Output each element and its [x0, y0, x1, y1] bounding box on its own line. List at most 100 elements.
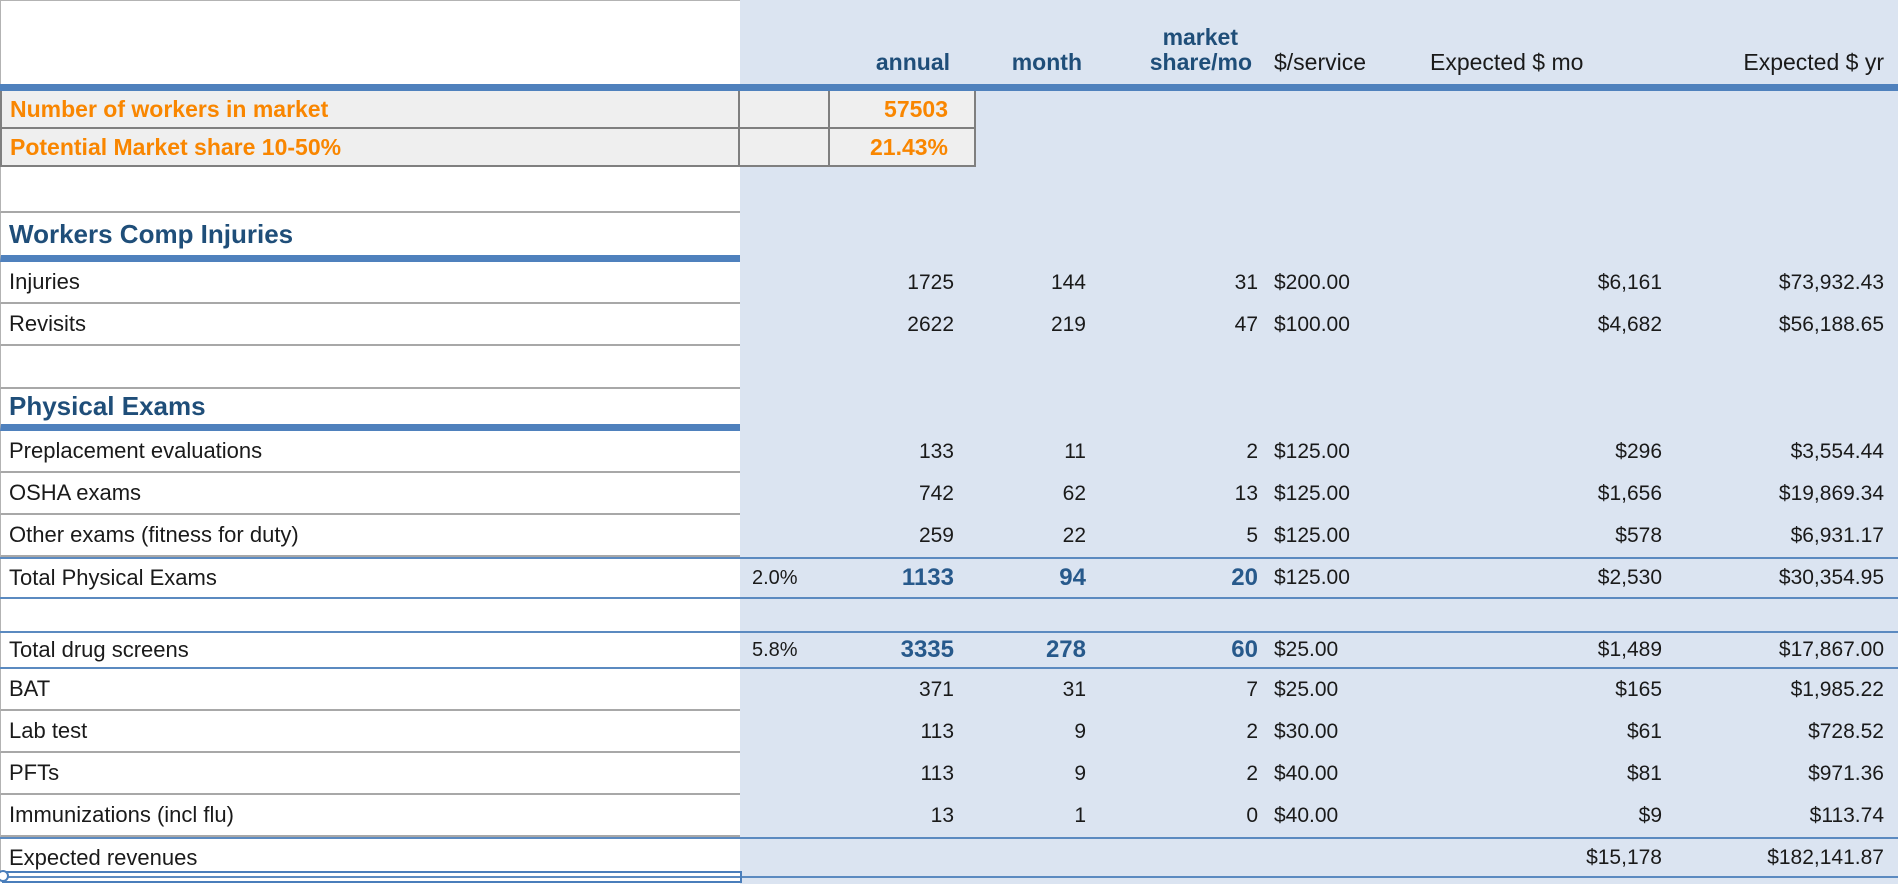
cell-annual[interactable] [830, 599, 976, 631]
cell-pct[interactable]: 2.0% [752, 566, 798, 589]
cell-annual[interactable] [830, 167, 976, 213]
cell-annual[interactable]: 113 [920, 762, 954, 785]
cell-expected-yr[interactable]: $182,141.87 [1767, 845, 1884, 869]
cell-service[interactable] [1270, 129, 1428, 167]
header-expected-year[interactable]: Expected $ yr [1743, 49, 1884, 75]
cell-expected-mo[interactable]: $1,489 [1597, 638, 1662, 661]
cell-pct[interactable] [740, 389, 830, 431]
cell-label[interactable]: Total drug screens [0, 633, 740, 667]
cell-expected-yr[interactable]: $728.52 [1808, 720, 1884, 743]
cell-annual[interactable] [830, 346, 976, 389]
cell-month[interactable] [976, 839, 1092, 876]
cell-annual[interactable]: 1133 [901, 564, 954, 591]
cell-expected-mo[interactable]: $61 [1626, 720, 1662, 743]
cell-month[interactable] [976, 389, 1092, 431]
cell-pct[interactable] [740, 213, 830, 262]
cell-expected-mo[interactable] [1428, 213, 1695, 262]
cell-service[interactable] [1270, 599, 1428, 631]
cell-label[interactable]: Lab test [0, 711, 740, 753]
cell-share[interactable]: 2 [1246, 762, 1258, 785]
cell-expected-mo[interactable]: $15,178 [1586, 845, 1662, 869]
cell-share[interactable] [1092, 346, 1270, 389]
cell-pct[interactable] [740, 262, 830, 304]
cell-service[interactable] [1270, 389, 1428, 431]
cell-expected-yr[interactable] [1695, 213, 1898, 262]
cell-annual[interactable]: 13 [930, 804, 954, 827]
cell-expected-mo[interactable]: $578 [1615, 524, 1662, 547]
cell-month[interactable] [976, 91, 1092, 129]
cell-expected-mo[interactable] [1428, 129, 1695, 167]
cell-month[interactable]: 144 [1050, 271, 1086, 294]
cell-pct[interactable] [740, 599, 830, 631]
cell-annual[interactable]: 259 [918, 524, 954, 547]
cell-service[interactable] [1270, 91, 1428, 129]
cell-expected-yr[interactable]: $6,931.17 [1790, 524, 1884, 547]
header-month[interactable]: month [1011, 49, 1082, 75]
cell-month[interactable] [976, 346, 1092, 389]
cell-expected-yr[interactable] [1695, 167, 1898, 213]
cell-share[interactable]: 13 [1234, 482, 1258, 505]
cell-month[interactable]: 62 [1062, 482, 1086, 505]
cell-annual[interactable]: 57503 [830, 91, 976, 129]
cell-label[interactable]: Workers Comp Injuries [0, 213, 740, 262]
cell-month[interactable]: 1 [1074, 804, 1086, 827]
cell-expected-mo[interactable] [1428, 389, 1695, 431]
cell-annual[interactable] [830, 213, 976, 262]
cell-expected-yr[interactable]: $971.36 [1808, 762, 1884, 785]
cell-pct[interactable] [740, 167, 830, 213]
cell-expected-mo[interactable] [1428, 346, 1695, 389]
cell-annual[interactable]: 371 [918, 678, 954, 701]
cell-pct[interactable] [740, 795, 830, 837]
cell-label[interactable]: Immunizations (incl flu) [0, 795, 740, 837]
cell-share[interactable]: 2 [1246, 720, 1258, 743]
cell-expected-yr[interactable]: $113.74 [1809, 804, 1884, 827]
cell-pct[interactable] [740, 473, 830, 515]
cell-share[interactable]: 0 [1246, 804, 1258, 827]
cell-expected-mo[interactable]: $296 [1615, 440, 1662, 463]
cell-month[interactable]: 11 [1064, 440, 1086, 463]
cell-expected-yr[interactable]: $17,867.00 [1778, 638, 1884, 661]
cell-service[interactable] [1270, 839, 1428, 876]
cell-service[interactable]: $125.00 [1274, 440, 1350, 463]
cell-pct[interactable]: 5.8% [752, 638, 798, 661]
cell-expected-yr[interactable]: $19,869.34 [1778, 482, 1884, 505]
cell-month[interactable]: 94 [1059, 564, 1086, 591]
cell-expected-yr[interactable]: $3,554.44 [1790, 440, 1884, 463]
cell-month[interactable]: 9 [1074, 762, 1086, 785]
cell-share[interactable] [1092, 839, 1270, 876]
cell-service[interactable] [1270, 213, 1428, 262]
cell-annual[interactable] [830, 839, 976, 876]
cell-expected-yr[interactable] [1695, 346, 1898, 389]
cell-share[interactable]: 47 [1234, 313, 1258, 336]
cell-annual[interactable] [830, 389, 976, 431]
cell-annual[interactable]: 133 [918, 440, 954, 463]
cell-label[interactable]: Expected revenues [0, 839, 740, 876]
cell-pct[interactable] [740, 129, 830, 167]
header-annual[interactable]: annual [875, 49, 950, 75]
cell-share[interactable]: 31 [1234, 271, 1258, 294]
cell-share[interactable] [1092, 91, 1270, 129]
cell-label[interactable] [0, 167, 740, 213]
cell-expected-mo[interactable]: $1,656 [1597, 482, 1662, 505]
header-expected-month[interactable]: Expected $ mo [1430, 49, 1584, 75]
cell-month[interactable] [976, 167, 1092, 213]
cell-label[interactable] [0, 346, 740, 389]
cell-service[interactable]: $25.00 [1274, 678, 1339, 701]
cell-annual[interactable]: 742 [918, 482, 954, 505]
cell-expected-mo[interactable]: $9 [1638, 804, 1662, 827]
cell-expected-mo[interactable]: $4,682 [1597, 313, 1662, 336]
cell-selection-outline[interactable] [0, 870, 742, 883]
cell-expected-mo[interactable] [1428, 167, 1695, 213]
header-pct[interactable] [740, 0, 830, 84]
cell-month[interactable]: 22 [1062, 524, 1086, 547]
cell-expected-mo[interactable] [1428, 599, 1695, 631]
cell-share[interactable] [1092, 389, 1270, 431]
cell-pct[interactable] [740, 431, 830, 473]
cell-pct[interactable] [740, 515, 830, 557]
cell-share[interactable]: 7 [1246, 678, 1258, 701]
cell-share[interactable] [1092, 129, 1270, 167]
cell-service[interactable] [1270, 167, 1428, 213]
cell-share[interactable] [1092, 167, 1270, 213]
cell-label[interactable]: BAT [0, 669, 740, 711]
cell-share[interactable]: 60 [1231, 636, 1258, 663]
